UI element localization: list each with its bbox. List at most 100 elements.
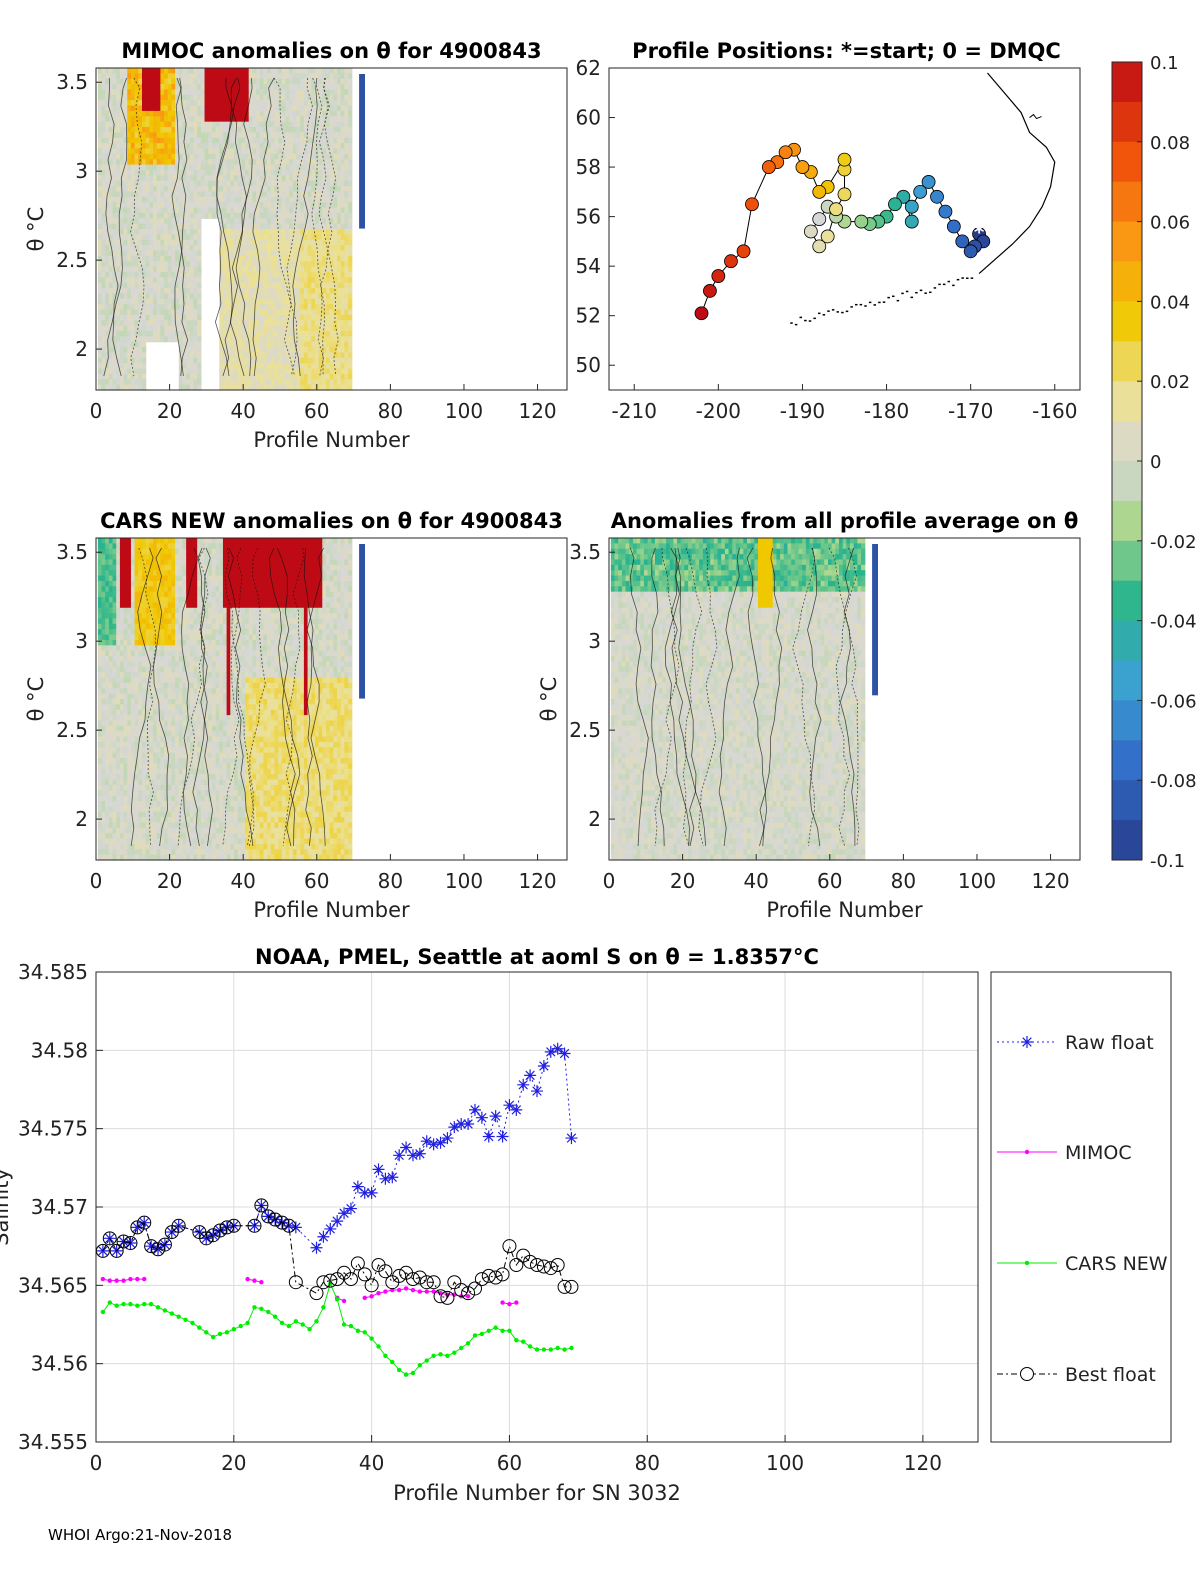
mimoc-cell <box>237 314 242 321</box>
mimoc-cell <box>167 309 173 316</box>
mimoc-cell <box>226 137 231 144</box>
cars-cell <box>105 548 110 555</box>
mimoc-cell <box>193 218 198 225</box>
cars-cell <box>97 833 103 840</box>
mimoc-cell <box>141 320 147 327</box>
mimoc-cell <box>182 314 187 321</box>
mimoc-cell <box>325 148 331 155</box>
mimoc-cell <box>307 68 312 74</box>
mimoc-cell <box>274 368 279 375</box>
mimoc-cell <box>108 105 114 112</box>
mimoc-cell <box>197 266 202 273</box>
mimoc-cell <box>348 250 353 257</box>
mimoc-cell <box>329 68 334 74</box>
mimoc-cell <box>215 175 220 182</box>
mimoc-cell <box>344 191 349 198</box>
mimoc-cell <box>186 202 191 209</box>
mimoc-cell <box>97 373 103 380</box>
cars-cell <box>130 656 136 663</box>
cars-cell <box>141 564 147 571</box>
mimoc-cell <box>303 363 309 370</box>
mimoc-cell <box>248 288 253 294</box>
mimoc-cell <box>233 180 239 187</box>
mimoc-cell <box>318 121 323 128</box>
mimoc-cell <box>138 298 143 305</box>
mimoc-cell <box>267 121 272 128</box>
cars-cell <box>123 554 128 561</box>
mimoc-cell <box>348 293 353 300</box>
cars-cell <box>97 672 103 679</box>
mimoc-cell <box>189 121 195 128</box>
mimoc-cell <box>153 277 158 284</box>
mimoc-cell <box>344 325 349 332</box>
mimoc-cell <box>138 186 143 193</box>
mimoc-cell <box>263 180 268 187</box>
mimoc-cell <box>189 73 195 80</box>
mimoc-cell <box>200 207 206 214</box>
cars-cell <box>149 849 154 856</box>
mimoc-cell <box>141 148 147 155</box>
mimoc-cell <box>340 336 345 343</box>
mimoc-cell <box>178 223 184 230</box>
cars-cell <box>134 538 139 544</box>
mimoc-cell <box>292 78 298 85</box>
mimoc-frame <box>95 67 568 391</box>
mimoc-cell <box>337 379 342 386</box>
cars-cell <box>97 704 103 711</box>
cars-cell <box>108 838 114 845</box>
mimoc-cell <box>252 132 257 139</box>
mimoc-cell <box>97 89 103 96</box>
mimoc-cell <box>178 298 184 305</box>
cars-cell <box>116 639 121 646</box>
mimoc-cell <box>105 293 110 300</box>
mimoc-cell <box>171 255 176 262</box>
mimoc-cell <box>340 330 345 337</box>
mimoc-cell <box>289 68 294 74</box>
cars-cell <box>116 736 121 743</box>
mimoc-cell <box>123 255 128 262</box>
mimoc-cell <box>303 277 309 284</box>
mimoc-cell <box>259 282 265 289</box>
mimoc-cell <box>123 325 128 332</box>
cars-cell <box>108 725 114 732</box>
mimoc-cell <box>178 202 184 209</box>
mimoc-cell <box>101 191 106 198</box>
mimoc-cell <box>237 234 242 241</box>
cars-cell <box>123 682 128 689</box>
cars-cell <box>123 774 128 781</box>
mimoc-cell <box>230 261 235 268</box>
mimoc-cell <box>252 84 257 91</box>
mimoc-cell <box>285 352 290 359</box>
cars-cell <box>123 580 128 587</box>
mimoc-cell <box>108 78 114 85</box>
mimoc-cell <box>322 234 327 241</box>
mimoc-cell <box>267 320 272 327</box>
mimoc-cell <box>101 169 106 176</box>
cars-cell <box>134 564 139 571</box>
mimoc-cell <box>303 169 309 176</box>
mimoc-cell <box>333 304 338 311</box>
mimoc-cell <box>101 379 106 386</box>
mimoc-cell <box>329 84 334 91</box>
mimoc-cell <box>101 330 106 337</box>
cars-cell <box>156 747 161 754</box>
mimoc-cell <box>156 207 161 214</box>
mimoc-cell <box>281 239 287 246</box>
cars-cell <box>149 570 154 577</box>
cars-cell <box>123 731 128 738</box>
cars-cell <box>108 554 114 561</box>
mimoc-cell <box>141 218 147 225</box>
mimoc-cell <box>237 191 242 198</box>
mimoc-cell <box>325 261 331 268</box>
mimoc-cell <box>160 164 165 171</box>
mimoc-cell <box>281 255 287 262</box>
mimoc-cell <box>156 234 161 241</box>
mimoc-cell <box>164 186 169 193</box>
cars-cell <box>101 597 106 603</box>
cars-cell <box>153 709 158 716</box>
cars-cell <box>123 618 128 625</box>
mimoc-cell <box>285 229 290 235</box>
mimoc-cell <box>289 207 294 214</box>
mimoc-cell <box>344 218 349 225</box>
mimoc-cell <box>164 325 169 332</box>
